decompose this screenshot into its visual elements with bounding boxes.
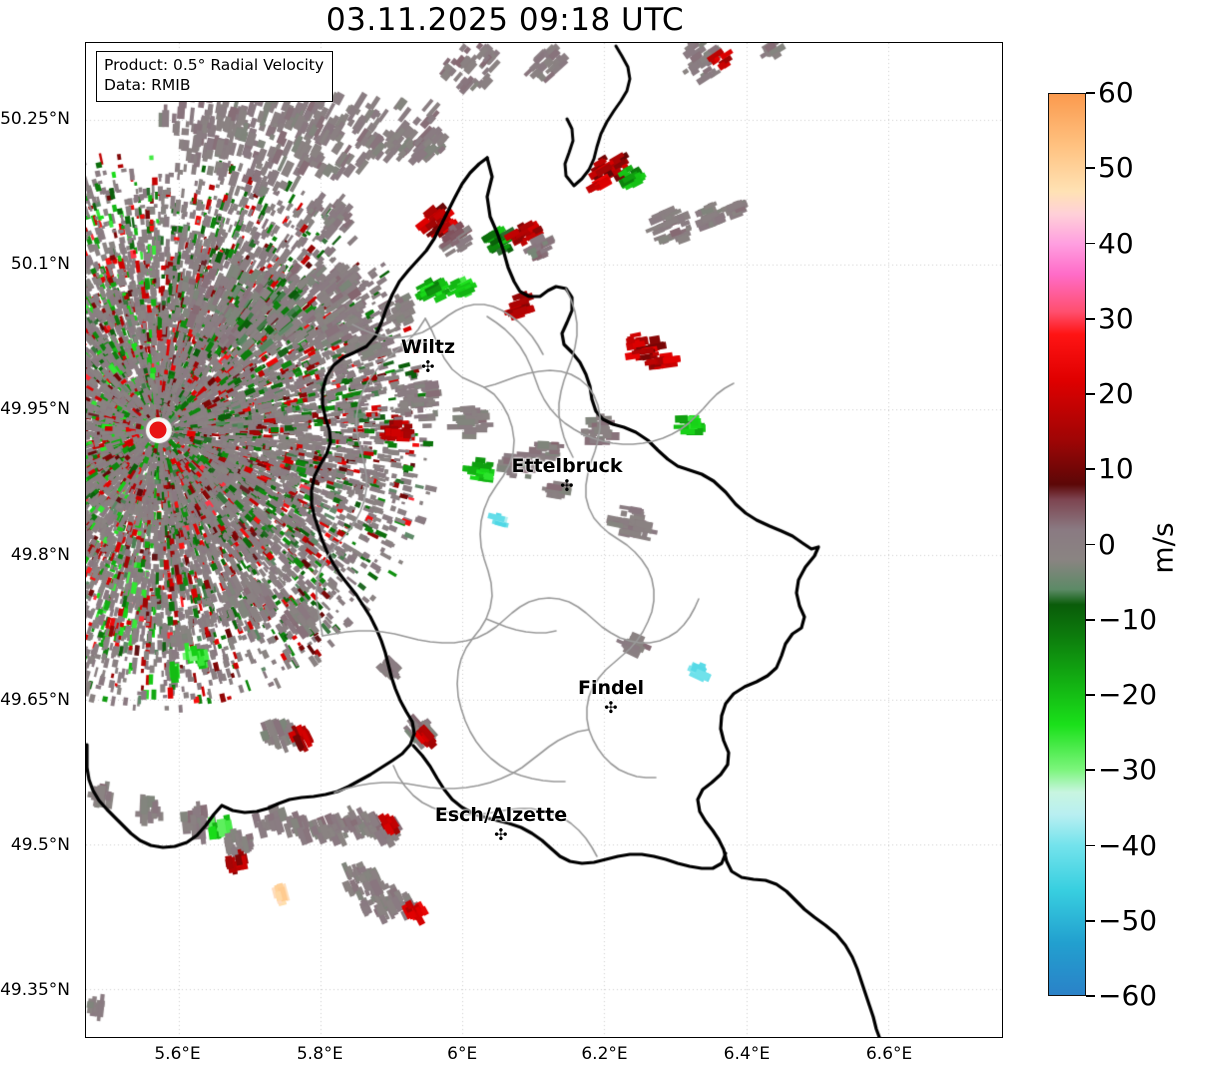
info-product-line: Product: 0.5° Radial Velocity xyxy=(104,56,324,74)
city-label-findel: Findel ✣ xyxy=(577,677,645,717)
y-axis-tick-label: 50.25°N xyxy=(0,109,70,130)
x-axis-tick-label: 6.6°E xyxy=(865,1044,913,1064)
y-axis-labels: 50.25°N 50.1°N 49.95°N 49.8°N 49.65°N 49.5°N 4… xyxy=(0,0,78,1081)
city-name: Wiltz xyxy=(400,336,456,358)
colorbar-tick-label: −10 xyxy=(1098,602,1158,636)
y-axis-tick-label: 49.35°N xyxy=(0,979,70,1000)
radar-map[interactable] xyxy=(85,42,1003,1038)
x-axis-tick-label: 5.8°E xyxy=(296,1044,343,1064)
colorbar-tick: −20 xyxy=(1086,681,1157,709)
y-axis-tick-label: 49.95°N xyxy=(0,399,70,420)
colorbar-tick: −50 xyxy=(1086,903,1158,937)
colorbar-ticks: 60 50 40 30 20 10 0 −10 −20 −30 −40 −50 −60 xyxy=(1086,0,1206,1081)
colorbar-tick: 30 xyxy=(1086,301,1134,335)
colorbar-tick: 40 xyxy=(1086,226,1134,260)
city-marker-icon: ✣ xyxy=(560,476,574,495)
city-label-ettelbruck: Ettelbruck ✣ xyxy=(511,455,623,495)
page-title: 03.11.2025 09:18 UTC xyxy=(326,2,684,38)
colorbar-tick-label: −40 xyxy=(1098,828,1158,862)
colorbar xyxy=(1048,93,1086,996)
colorbar-tick-label: 0 xyxy=(1098,527,1116,561)
radar-echo-layer xyxy=(86,43,1002,1037)
city-marker-icon: ✣ xyxy=(494,825,508,844)
colorbar-tick: −30 xyxy=(1086,756,1157,784)
colorbar-tick-label: −50 xyxy=(1098,903,1158,937)
city-name: Esch/Alzette xyxy=(434,804,568,826)
colorbar-tick: −10 xyxy=(1086,602,1158,636)
info-data-line: Data: RMIB xyxy=(104,75,191,94)
colorbar-tick-label: 30 xyxy=(1098,301,1134,335)
y-axis-tick-label: 49.65°N xyxy=(0,689,70,710)
x-axis-tick-label: 5.6°E xyxy=(154,1044,201,1064)
y-axis-tick-label: 49.5°N xyxy=(10,834,70,855)
colorbar-tick: 60 xyxy=(1086,79,1134,107)
colorbar-gradient xyxy=(1048,93,1086,996)
x-axis-tick-label: 6°E xyxy=(447,1044,478,1064)
city-label-esch-alzette: Esch/Alzette ✣ xyxy=(434,804,568,844)
colorbar-tick: 50 xyxy=(1086,154,1134,182)
colorbar-tick-label: 60 xyxy=(1098,76,1134,109)
colorbar-tick-label: 40 xyxy=(1098,226,1134,260)
city-label-wiltz: Wiltz ✣ xyxy=(400,336,456,376)
colorbar-tick: 0 xyxy=(1086,527,1116,561)
x-axis-tick-label: 6.2°E xyxy=(581,1044,628,1064)
city-name: Findel xyxy=(577,677,645,699)
colorbar-tick-label: −60 xyxy=(1098,979,1158,1012)
y-axis-tick-label: 49.8°N xyxy=(10,544,70,565)
colorbar-tick: 10 xyxy=(1086,455,1134,483)
city-marker-icon: ✣ xyxy=(604,698,618,717)
colorbar-tick: 20 xyxy=(1086,380,1134,408)
colorbar-tick: −60 xyxy=(1086,982,1157,1010)
colorbar-tick-label: 50 xyxy=(1098,151,1134,185)
city-name: Ettelbruck xyxy=(511,455,623,477)
y-axis-tick-label: 50.1°N xyxy=(10,254,70,275)
colorbar-tick-label: −20 xyxy=(1098,678,1158,711)
colorbar-tick: −40 xyxy=(1086,828,1158,862)
x-axis-tick-label: 6.4°E xyxy=(723,1044,770,1064)
colorbar-tick-label: 10 xyxy=(1098,452,1134,486)
colorbar-tick-label: −30 xyxy=(1098,753,1158,787)
city-marker-icon: ✣ xyxy=(421,357,435,376)
radar-site-marker xyxy=(149,421,167,439)
product-info-box: Product: 0.5° Radial Velocity Data: RMIB xyxy=(96,51,333,102)
colorbar-tick-label: 20 xyxy=(1098,377,1134,410)
